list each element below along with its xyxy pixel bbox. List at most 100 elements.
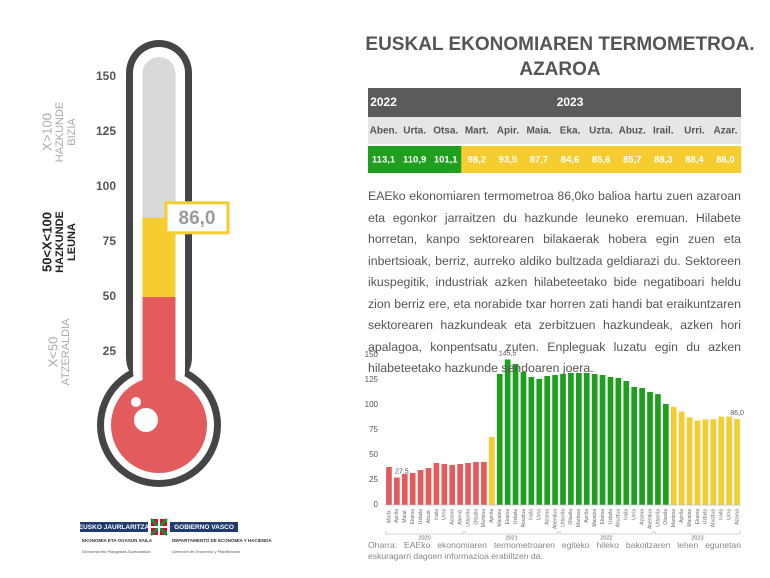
x-tick-label: Urria: [726, 509, 732, 520]
logo-box: [80, 522, 148, 532]
x-tick-label: Uztaila: [418, 509, 424, 525]
bar: [583, 373, 590, 505]
year-label: 2020: [418, 535, 430, 541]
x-tick-label: Iraila: [624, 509, 630, 520]
bar: [386, 467, 392, 505]
thermometer-tick-label: 150: [96, 69, 116, 83]
x-tick-label: Azaroa: [450, 509, 456, 525]
bar: [647, 391, 653, 505]
thermometer-tick-label: 50: [103, 289, 117, 303]
month-label: Mart.: [465, 126, 489, 137]
month-label: Azar.: [714, 126, 738, 137]
thermometer-tick-label: 100: [96, 179, 116, 193]
x-tick-label: Urtarrila: [465, 509, 471, 527]
zone-label-line: BIZIA: [66, 118, 78, 146]
bar: [710, 419, 717, 505]
x-tick-label: Maiatza: [497, 509, 503, 527]
month-label: Uzta.: [589, 126, 613, 137]
x-tick-label: Maiatza: [592, 509, 598, 527]
value-cell-label: 87,7: [530, 155, 549, 166]
month-label: Urta.: [403, 126, 426, 137]
value-cell: [368, 146, 400, 173]
zone-label-line: X<50: [45, 337, 60, 368]
x-tick-label: Abuztua: [711, 509, 717, 528]
bar: [528, 377, 535, 505]
value-cell-label: 84,6: [561, 155, 580, 166]
bar: [575, 373, 582, 505]
note: Oharra: EAEko ekonomiaren termometroaren…: [368, 540, 741, 561]
bar: [662, 403, 669, 505]
bar: [481, 462, 487, 505]
x-tick-label: Maiatza: [687, 509, 693, 527]
bulb-highlight: [131, 397, 141, 407]
month-row: [368, 117, 741, 144]
value-cell: [678, 146, 711, 173]
x-tick-label: Urria: [632, 509, 638, 520]
bar: [536, 379, 543, 505]
year-bracket: [464, 531, 559, 535]
bar: [457, 464, 464, 505]
year-label: 2021: [505, 535, 517, 541]
bar: [591, 374, 598, 505]
x-tick-label: Apirila: [584, 509, 590, 523]
x-tick-label: Maiat.: [402, 509, 408, 523]
x-tick-label: Abuztua: [616, 509, 622, 528]
x-tick-label: Urtarrila: [655, 509, 661, 527]
bar: [504, 359, 511, 505]
bar: [401, 474, 408, 505]
x-tick-label: Urtarrila: [560, 509, 566, 527]
value-cell-label: 85,6: [592, 155, 611, 166]
year-label: 2023: [691, 535, 703, 541]
x-tick-label: Azaroa: [734, 509, 740, 525]
x-tick-label: Urria: [442, 509, 448, 520]
zone-label-line: 50<X<100: [39, 212, 54, 272]
title: EUSKAL EKONOMIAREN TERMOMETROA.: [365, 34, 754, 55]
year-bracket: [654, 531, 741, 535]
zone-label-line: X>100: [39, 113, 54, 151]
x-tick-label: Iraila: [434, 509, 440, 520]
bar: [726, 416, 732, 505]
bar: [560, 374, 566, 505]
value-cell: [554, 146, 586, 173]
month-label: Eka.: [560, 126, 581, 137]
value-cell-label: 88,4: [685, 155, 704, 166]
x-tick-label: Iraila: [719, 509, 725, 520]
y-tick-label: 25: [369, 475, 378, 484]
x-tick-label: Ekaina: [695, 509, 701, 525]
bar: [623, 381, 630, 505]
y-tick-label: 150: [365, 350, 379, 359]
bar: [496, 374, 503, 505]
x-tick-label: Martxoa: [481, 509, 487, 527]
value-cell-label: 113,1: [372, 155, 396, 166]
x-tick-label: Azaroa: [639, 509, 645, 525]
x-tick-label: Abendua: [552, 509, 558, 529]
thermometer-tick-label: 125: [96, 124, 116, 138]
logo-box: [170, 522, 238, 532]
year-label: 2022: [600, 535, 612, 541]
bar: [686, 417, 693, 505]
bar: [512, 364, 519, 505]
x-tick-label: Apirila: [489, 509, 495, 523]
bar: [568, 373, 574, 505]
zone-label-line: HAZKUNDE: [54, 102, 66, 163]
bar: [599, 375, 606, 505]
year-bracket: [385, 531, 464, 535]
month-label: Irail.: [653, 126, 674, 137]
value-box: [164, 201, 230, 235]
x-tick-label: Uztaila: [608, 509, 614, 525]
x-tick-label: Iraila: [529, 509, 535, 520]
y-tick-label: 125: [365, 375, 379, 384]
year-header: 2022: [370, 95, 397, 109]
bar: [433, 463, 440, 505]
zone-label-line: ATZERALDIA: [60, 318, 72, 386]
value-cell: [647, 146, 680, 173]
value-cell: [430, 146, 462, 173]
bar: [670, 406, 677, 505]
thermometer-tick-label: 75: [103, 234, 117, 248]
x-tick-label: Uztaila: [703, 509, 709, 525]
bar: [702, 419, 709, 505]
value-cell-label: 110,9: [403, 155, 426, 166]
paragraph: EAEko ekonomiaren termometroa 86,0ko bal…: [368, 189, 741, 375]
x-tick-label: Abuzt.: [426, 509, 432, 523]
